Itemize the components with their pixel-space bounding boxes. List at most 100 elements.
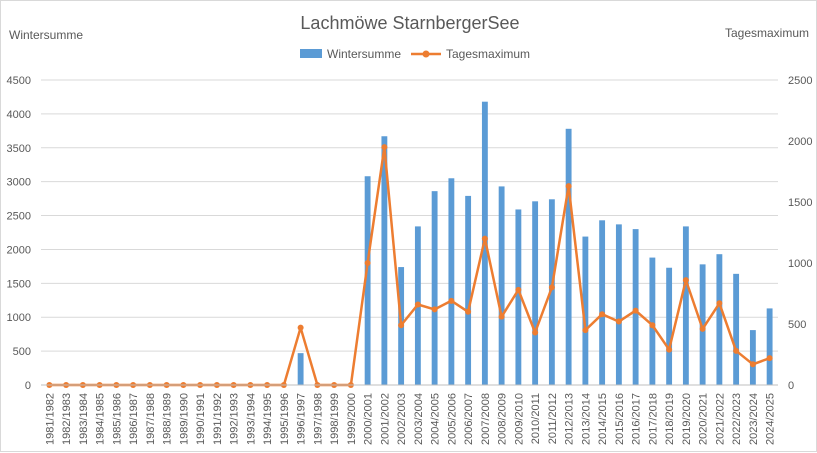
bar-wintersumme — [699, 264, 706, 385]
x-tick-label: 2007/2008 — [480, 393, 492, 445]
x-tick-label: 2008/2009 — [497, 393, 509, 445]
line-point-tagesmaximum — [733, 347, 740, 354]
y-right-tick-label: 2500 — [788, 75, 812, 87]
x-tick-label: 2013/2014 — [580, 393, 592, 445]
bar-wintersumme — [515, 209, 522, 385]
bar-wintersumme — [615, 224, 622, 385]
line-point-tagesmaximum — [666, 346, 673, 353]
line-point-tagesmaximum — [632, 307, 639, 314]
legend-label-tagesmaximum: Tagesmaximum — [446, 47, 530, 61]
bar-wintersumme — [548, 199, 555, 385]
line-point-tagesmaximum — [448, 297, 455, 304]
x-tick-label: 2005/2006 — [446, 393, 458, 445]
bar-wintersumme — [448, 178, 455, 385]
legend-label-wintersumme: Wintersumme — [327, 47, 401, 61]
bar-wintersumme — [532, 201, 539, 385]
y-left-tick-label: 2500 — [7, 211, 31, 223]
x-tick-label: 1999/2000 — [346, 393, 358, 445]
x-tick-label: 2002/2003 — [396, 393, 408, 445]
x-tick-label: 2006/2007 — [463, 393, 475, 445]
bar-wintersumme — [498, 186, 505, 385]
x-tick-label: 2018/2019 — [664, 393, 676, 445]
x-tick-label: 1990/1991 — [195, 393, 207, 445]
x-tick-label: 2000/2001 — [363, 393, 375, 445]
y-left-tick-label: 1500 — [7, 278, 31, 290]
line-point-tagesmaximum — [381, 144, 388, 151]
x-tick-label: 1985/1986 — [111, 393, 123, 445]
bar-wintersumme — [431, 191, 438, 385]
line-point-tagesmaximum — [582, 327, 589, 334]
y-left-axis-title: Wintersumme — [9, 28, 83, 42]
y-left-tick-label: 4000 — [7, 109, 31, 121]
line-point-tagesmaximum — [498, 313, 505, 320]
x-tick-label: 2022/2023 — [731, 393, 743, 445]
x-tick-label: 2015/2016 — [614, 393, 626, 445]
y-left-tick-label: 1000 — [7, 312, 31, 324]
y-right-tick-label: 1500 — [788, 197, 812, 209]
bar-wintersumme — [381, 136, 388, 385]
bar-wintersumme — [766, 308, 773, 385]
x-tick-label: 2024/2025 — [765, 393, 777, 445]
bar-series-wintersumme — [297, 101, 773, 386]
bar-wintersumme — [364, 176, 371, 385]
x-tick-label: 1986/1987 — [128, 393, 140, 445]
x-tick-label: 2001/2002 — [379, 393, 391, 445]
bar-wintersumme — [749, 330, 756, 385]
x-tick-label: 1989/1990 — [178, 393, 190, 445]
y-right-tick-label: 2000 — [788, 136, 812, 148]
x-tick-label: 1981/1982 — [44, 393, 56, 445]
y-right-axis: 0 500 1000 1500 2000 2500 — [788, 75, 812, 392]
bar-wintersumme — [632, 229, 639, 385]
legend: Wintersumme Tagesmaximum — [300, 47, 530, 61]
line-point-tagesmaximum — [532, 329, 539, 336]
line-tagesmaximum — [49, 145, 771, 387]
y-left-tick-label: 2000 — [7, 244, 31, 256]
gridlines — [41, 79, 778, 386]
y-right-tick-label: 500 — [788, 319, 806, 331]
x-tick-label: 1993/1994 — [245, 393, 257, 445]
x-tick-label: 1997/1998 — [312, 393, 324, 445]
line-point-tagesmaximum — [414, 301, 421, 308]
x-tick-label: 2010/2011 — [530, 393, 542, 444]
y-left-axis: 0 500 1000 1500 2000 2500 3000 3500 4000 4500 — [7, 75, 31, 392]
x-tick-label: 2019/2020 — [681, 393, 693, 445]
x-tick-label: 2016/2017 — [631, 393, 643, 445]
y-left-tick-label: 3000 — [7, 177, 31, 189]
y-left-tick-label: 3500 — [7, 143, 31, 155]
y-left-tick-label: 0 — [25, 380, 31, 392]
x-tick-label: 1987/1988 — [145, 393, 157, 445]
y-left-tick-label: 500 — [13, 346, 31, 358]
line-point-tagesmaximum — [481, 235, 488, 242]
bar-wintersumme — [582, 236, 589, 385]
bar-wintersumme — [649, 257, 656, 385]
line-point-tagesmaximum — [716, 300, 723, 307]
line-point-tagesmaximum — [615, 318, 622, 325]
x-tick-label: 2012/2013 — [564, 393, 576, 445]
line-point-tagesmaximum — [699, 325, 706, 332]
x-tick-label: 2004/2005 — [430, 393, 442, 445]
line-point-tagesmaximum — [398, 322, 405, 329]
x-axis: 1981/1982 1982/1983 1983/1984 1984/1985 1985… — [41, 384, 778, 445]
bar-wintersumme — [565, 128, 572, 386]
line-point-tagesmaximum — [682, 277, 689, 284]
line-point-tagesmaximum — [364, 260, 371, 266]
bar-wintersumme — [465, 195, 472, 385]
y-right-tick-label: 0 — [788, 380, 794, 392]
y-right-axis-title: Tagesmaximum — [725, 26, 809, 40]
chart-title: Lachmöwe StarnbergerSee — [300, 13, 519, 33]
bar-wintersumme — [666, 267, 673, 385]
line-point-tagesmaximum — [548, 284, 555, 291]
x-tick-label: 1982/1983 — [61, 393, 73, 445]
y-left-tick-label: 4500 — [7, 75, 31, 87]
line-point-tagesmaximum — [431, 306, 438, 313]
x-tick-label: 1988/1989 — [162, 393, 174, 445]
line-point-tagesmaximum — [649, 322, 656, 329]
x-tick-label: 2020/2021 — [698, 393, 710, 445]
x-tick-label: 1994/1995 — [262, 393, 274, 445]
line-point-tagesmaximum — [599, 311, 606, 318]
x-tick-label: 1992/1993 — [229, 393, 241, 445]
x-tick-label: 2023/2024 — [748, 393, 760, 445]
x-tick-label: 1996/1997 — [296, 393, 308, 445]
x-tick-label: 1983/1984 — [78, 393, 90, 445]
